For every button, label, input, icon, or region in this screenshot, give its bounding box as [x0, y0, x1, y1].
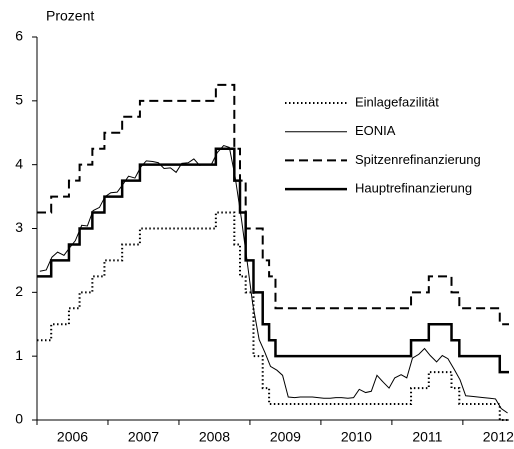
- series-line: [39, 144, 508, 414]
- x-tick-label: 2009: [270, 429, 301, 445]
- y-tick-label: 1: [15, 347, 23, 363]
- y-tick-label: 6: [15, 28, 23, 44]
- y-tick-label: 4: [15, 155, 23, 171]
- y-tick-label: 3: [15, 219, 23, 235]
- series-line: [37, 83, 509, 326]
- x-tick-label: 2007: [128, 429, 159, 445]
- legend: Einlagefazilität EONIA Spitzenrefinanzieru…: [285, 94, 481, 196]
- legend-label: EONIA: [355, 123, 396, 138]
- y-tick-label: 5: [15, 92, 23, 108]
- series-line: [37, 211, 509, 421]
- legend-label: Einlagefazilität: [355, 94, 439, 109]
- x-tick-label: 2006: [57, 429, 88, 445]
- y-axis-label: Prozent: [46, 8, 94, 24]
- x-tick-label: 2011: [412, 429, 442, 445]
- legend-label: Hauptrefinanzierung: [355, 181, 472, 196]
- y-tick-label: 2: [15, 283, 23, 299]
- x-tick-label: 2008: [199, 429, 230, 445]
- y-tick-label: 0: [15, 411, 23, 427]
- series-line: [37, 147, 509, 374]
- legend-label: Spitzenrefinanzierung: [355, 152, 481, 167]
- x-tick-label: 2010: [341, 429, 372, 445]
- x-tick-label: 2012: [483, 429, 514, 445]
